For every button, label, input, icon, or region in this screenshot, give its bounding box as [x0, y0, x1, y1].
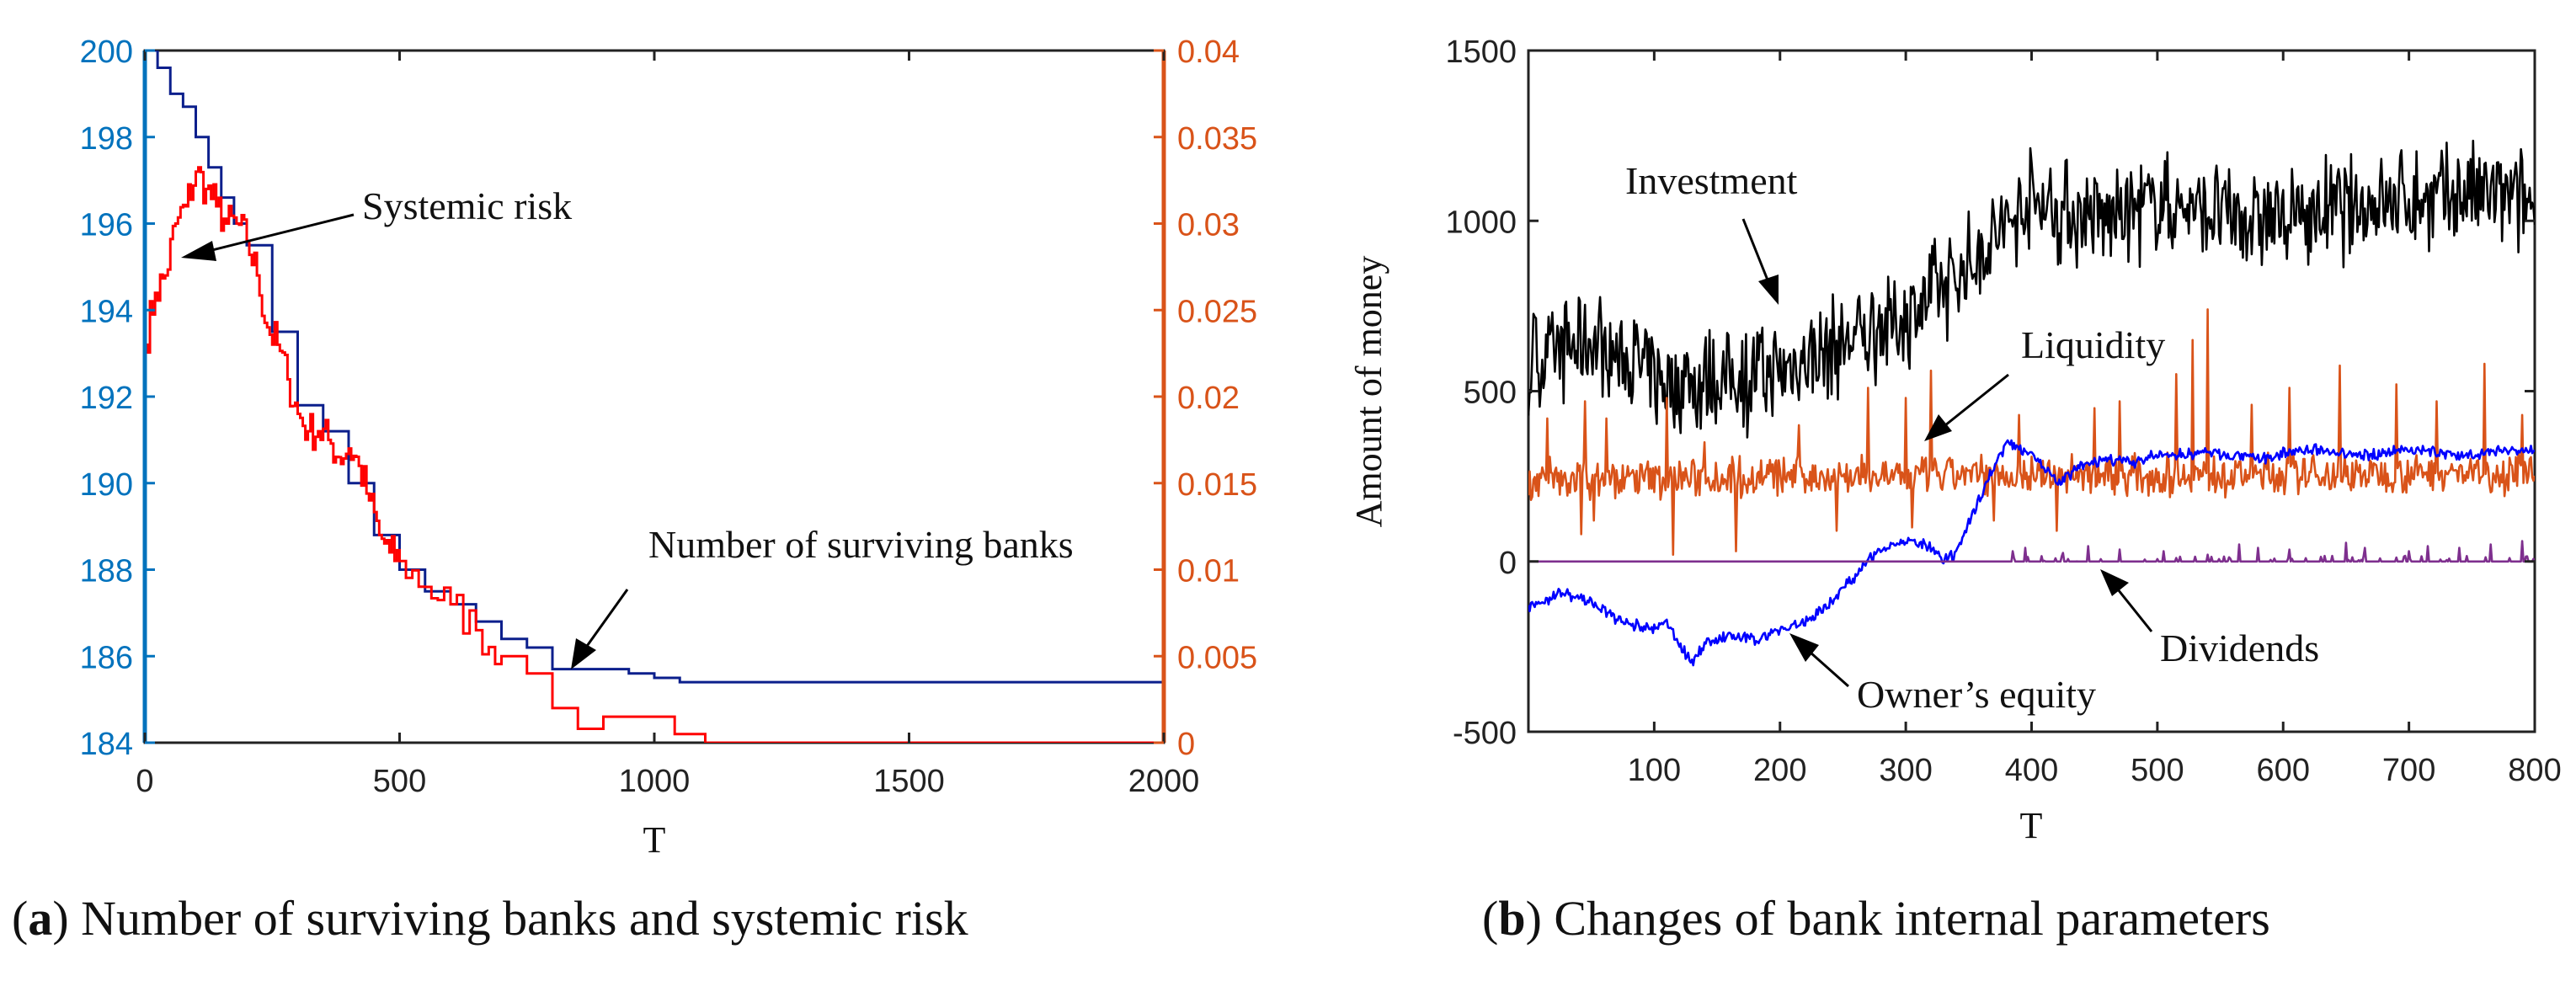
- panel-b-series-owners-equity: [1528, 439, 2535, 667]
- panel-a-right-tick-label: 0.005: [1177, 640, 1257, 675]
- panel-b-x-tick-label: 800: [2508, 753, 2561, 788]
- panel-a-left-tick-label: 196: [80, 208, 133, 243]
- panel-a-right-tick-label: 0.015: [1177, 467, 1257, 503]
- panel-b-x-tick-label: 300: [1879, 753, 1932, 788]
- panel-b-series-liquidity: [1528, 308, 2535, 557]
- panel-a-xlabel: T: [643, 819, 666, 861]
- annotation-dividends: Dividends: [2160, 626, 2319, 669]
- panel-a-x-tick-label: 1500: [873, 764, 945, 799]
- panel-a-x-tick-label: 1000: [619, 764, 691, 799]
- panel-a-left-tick-label: 184: [80, 727, 133, 762]
- panel-a-left-tick-label: 188: [80, 554, 133, 589]
- panel-b-y-tick-label: 1000: [1445, 205, 1517, 240]
- panel-a-plot-frame: [143, 49, 1165, 744]
- annotation-dividends-arrow-line: [2116, 589, 2153, 632]
- panel-b-x-tick-label: 500: [2131, 753, 2184, 788]
- panel-b-ylabel: Amount of money: [1348, 256, 1389, 528]
- annotation-owners-equity: Owner’s equity: [1857, 673, 2096, 716]
- panel-b-x-tick-label: 100: [1628, 753, 1681, 788]
- panel-b-xlabel: T: [2020, 805, 2043, 846]
- annotation-investment-arrow-line: [1741, 218, 1770, 283]
- annotation-investment: Investment: [1625, 159, 1798, 202]
- panel-b-x-tick-label: 400: [2005, 753, 2058, 788]
- panel-a-caption: (a) Number of surviving banks and system…: [12, 891, 968, 946]
- panel-a-caption-text: Number of surviving banks and systemic r…: [81, 891, 968, 946]
- panel-a-left-tick-label: 190: [80, 467, 133, 503]
- annotation-number-of-surviving-banks: Number of surviving banks: [648, 523, 1074, 566]
- panel-a-left-tick-label: 198: [80, 121, 133, 157]
- annotation-systemic-risk-arrow-line: [201, 213, 355, 254]
- panel-b-series-dividends: [1528, 540, 2535, 563]
- annotation-surviving-banks-arrowhead: [571, 638, 596, 669]
- annotation-liquidity: Liquidity: [2021, 323, 2165, 366]
- panel-b-x-tick-label: 700: [2382, 753, 2435, 788]
- panel-a-x-tick-label: 0: [136, 764, 153, 799]
- panel-a-series-systemic-risk: [145, 166, 1164, 743]
- panel-a-left-tick-label: 192: [80, 381, 133, 416]
- annotation-dividends-arrowhead: [2100, 569, 2129, 596]
- panel-b-y-tick-label: 1500: [1445, 35, 1517, 70]
- panel-a-x-tick-label: 500: [373, 764, 426, 799]
- panel-b-series-investment: [1528, 139, 2535, 439]
- panel-b-y-tick-label: 0: [1499, 546, 1517, 581]
- panel-a-right-tick-label: 0.03: [1177, 208, 1240, 243]
- panel-a-right-tick-label: 0.01: [1177, 554, 1240, 589]
- panel-a-left-tick-label: 186: [80, 640, 133, 675]
- annotation-investment-arrowhead: [1758, 275, 1779, 305]
- panel-b-caption-text: Changes of bank internal parameters: [1554, 891, 2269, 946]
- annotation-systemic-risk-arrowhead: [181, 241, 216, 261]
- panel-a-right-tick-label: 0.04: [1177, 35, 1240, 70]
- panel-a-right-tick-label: 0.02: [1177, 381, 1240, 416]
- panel-a-right-tick-label: 0: [1177, 727, 1195, 762]
- panel-b-y-tick-label: 500: [1464, 376, 1517, 411]
- panel-a-left-tick-label: 200: [80, 35, 133, 70]
- annotation-liquidity-arrowhead: [1924, 414, 1952, 441]
- panel-a-right-tick-label: 0.035: [1177, 121, 1257, 157]
- annotation-owners-equity-arrow-line: [1810, 651, 1849, 688]
- panel-a-caption-label: a: [28, 891, 52, 946]
- annotation-owners-equity-arrowhead: [1789, 633, 1819, 662]
- panel-b-x-tick-label: 600: [2257, 753, 2310, 788]
- panel-b-caption: (b) Changes of bank internal parameters: [1482, 891, 2270, 946]
- panel-b-y-tick-label: -500: [1453, 716, 1517, 751]
- panel-a-right-tick-label: 0.025: [1177, 294, 1257, 329]
- panel-a-x-tick-label: 2000: [1128, 764, 1200, 799]
- panel-b-chart: 100 200 300 400 500 600 700 800 -500 0 500 1000 1500…: [1348, 35, 2562, 946]
- annotation-liquidity-arrow-line: [1944, 373, 2009, 427]
- panel-b-x-tick-label: 200: [1753, 753, 1806, 788]
- panel-a-chart: 0 500 1000 1500 2000184186188190192194196198…: [12, 35, 1257, 946]
- annotation-systemic-risk: Systemic risk: [362, 184, 572, 227]
- panel-a-left-tick-label: 194: [80, 294, 133, 329]
- panel-b-caption-label: b: [1498, 891, 1525, 946]
- annotation-surviving-banks-arrow-line: [584, 589, 629, 649]
